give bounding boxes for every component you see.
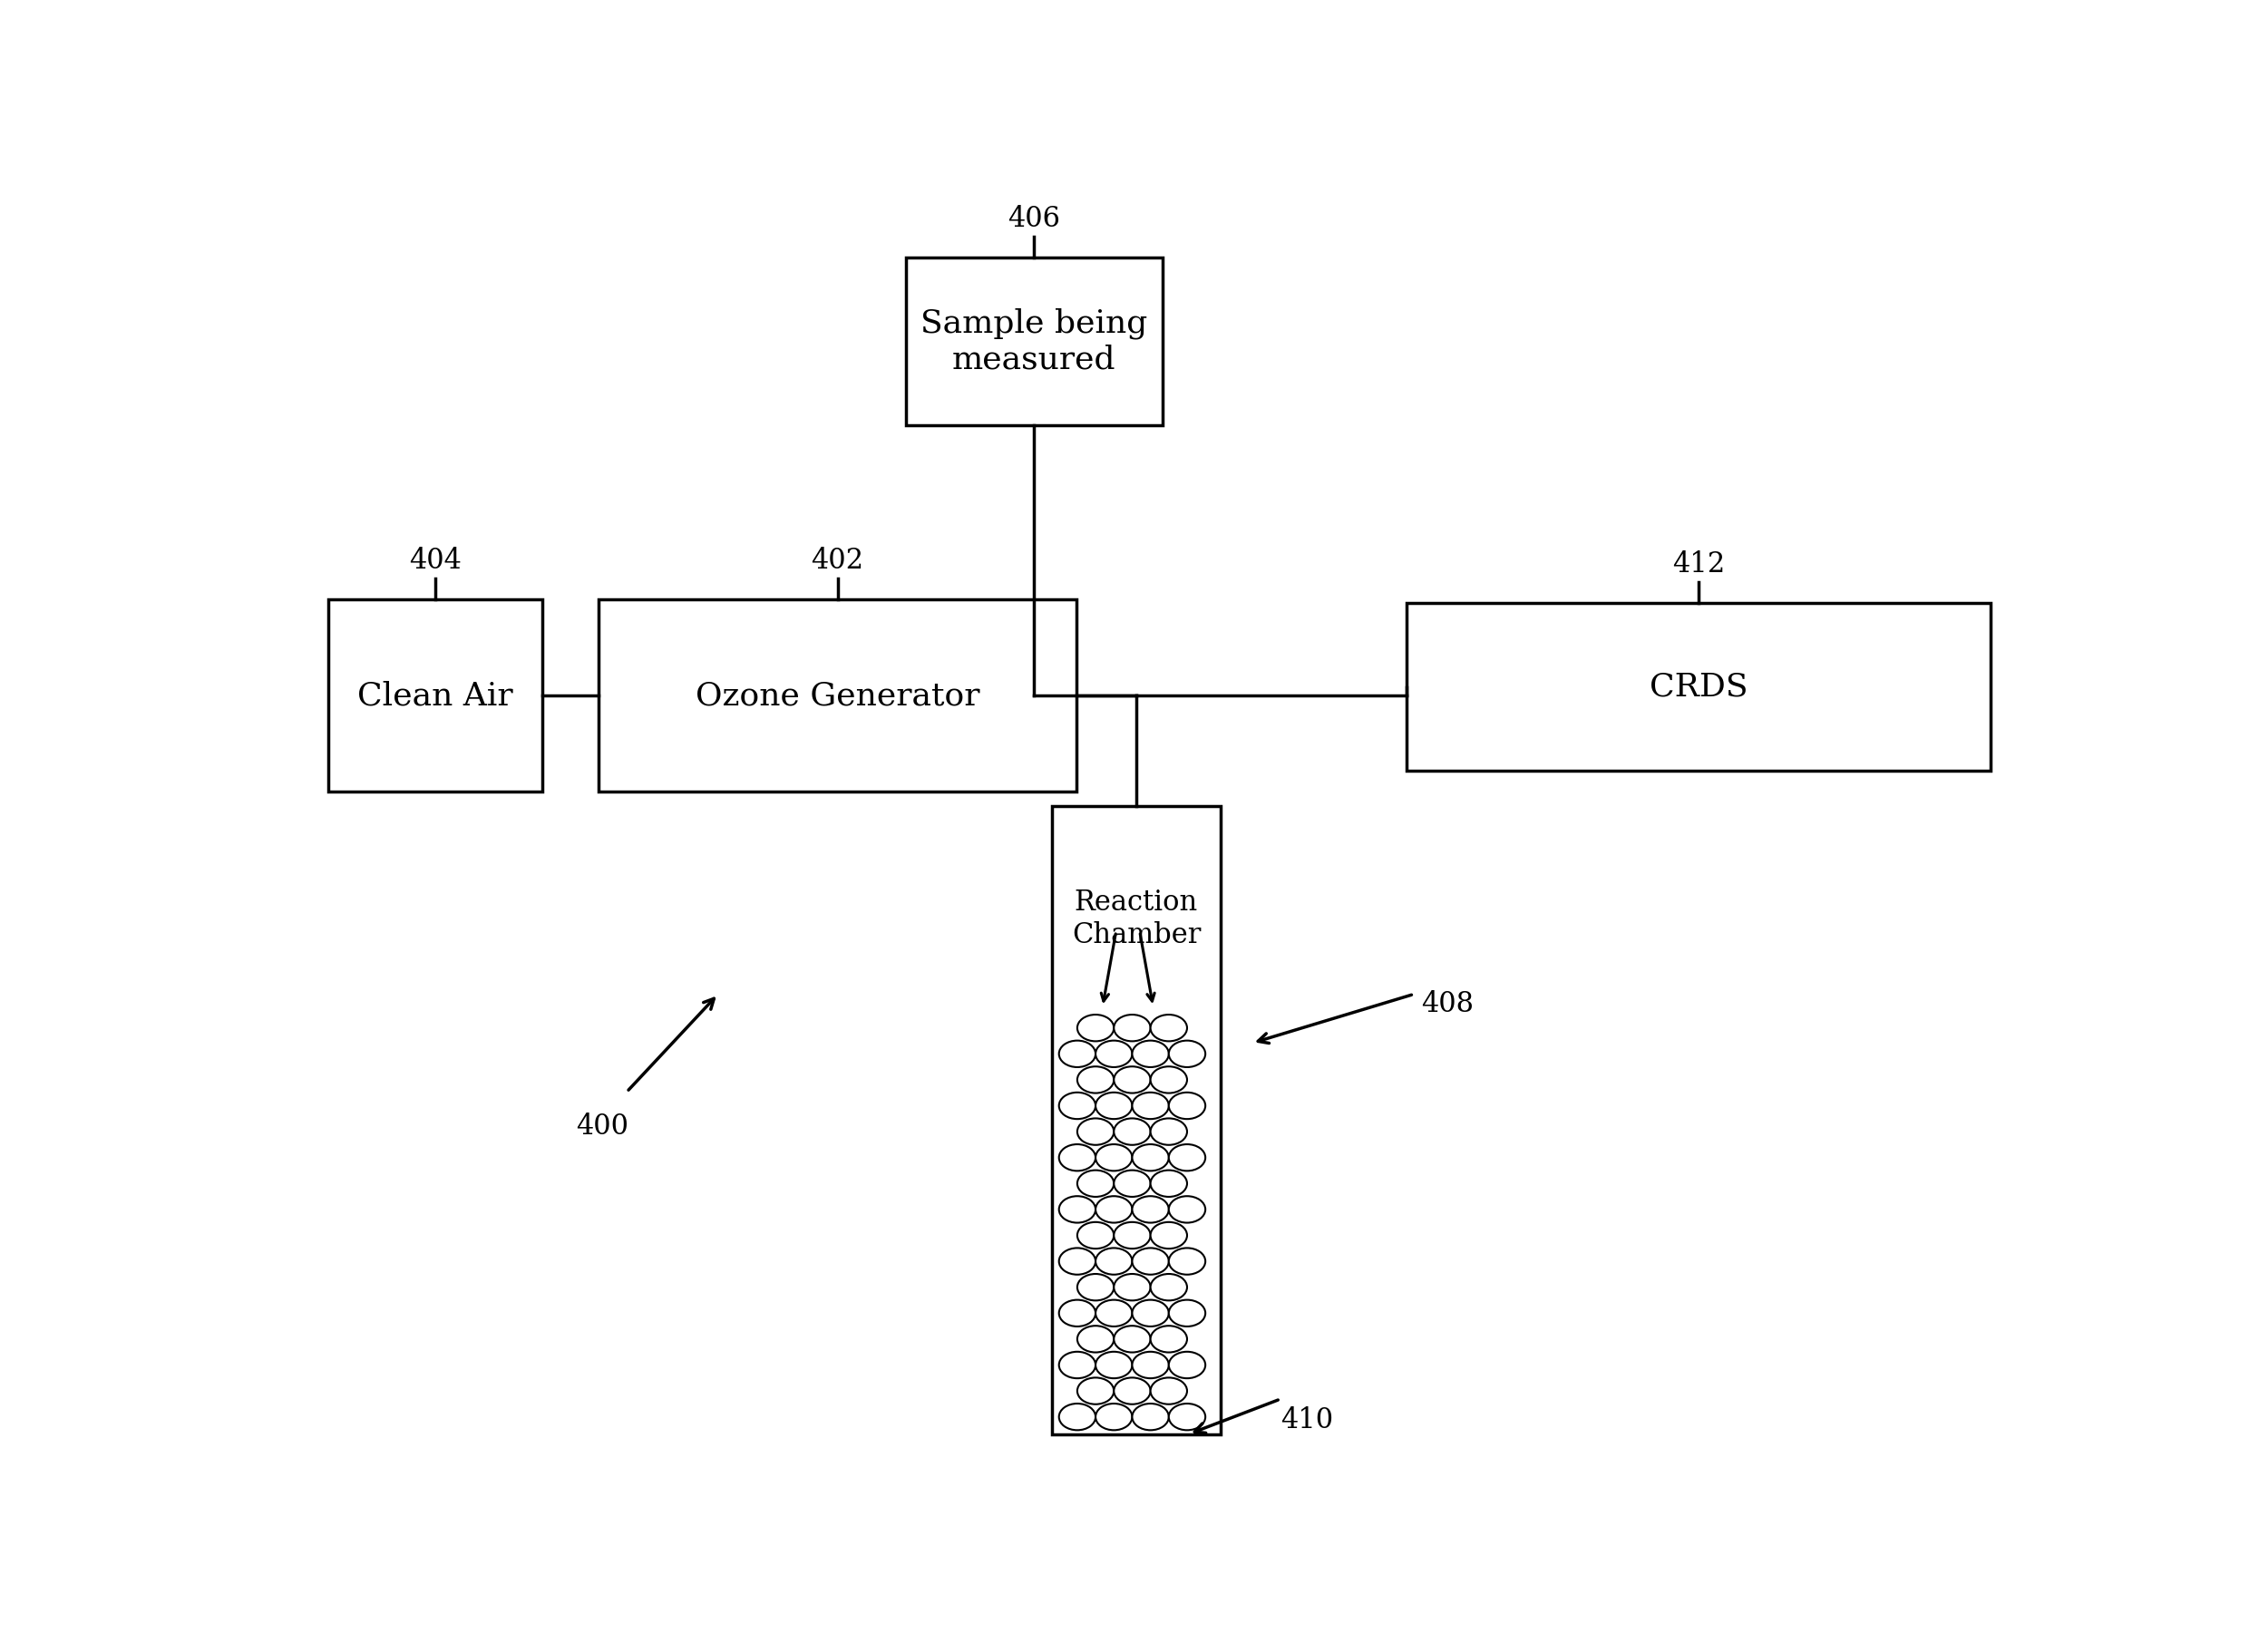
Circle shape (1132, 1404, 1168, 1431)
Circle shape (1168, 1247, 1206, 1275)
Circle shape (1168, 1404, 1206, 1431)
Circle shape (1150, 1067, 1186, 1094)
Circle shape (1059, 1092, 1096, 1118)
Circle shape (1168, 1351, 1206, 1378)
Circle shape (1132, 1300, 1168, 1327)
Circle shape (1059, 1196, 1096, 1222)
Bar (1407, 603, 1990, 771)
Circle shape (1132, 1145, 1168, 1171)
Circle shape (1132, 1196, 1168, 1222)
Circle shape (1114, 1378, 1150, 1404)
Circle shape (1078, 1327, 1114, 1353)
Text: Ozone Generator: Ozone Generator (696, 681, 980, 710)
Bar (328, 600, 542, 791)
Text: 402: 402 (811, 547, 863, 575)
Circle shape (1168, 1196, 1206, 1222)
Circle shape (1078, 1274, 1114, 1300)
Circle shape (1059, 1404, 1096, 1431)
Circle shape (1096, 1351, 1132, 1378)
Circle shape (1078, 1170, 1114, 1196)
Circle shape (1059, 1247, 1096, 1275)
Circle shape (1096, 1196, 1132, 1222)
Circle shape (1168, 1041, 1206, 1067)
Circle shape (1150, 1170, 1186, 1196)
Circle shape (1132, 1247, 1168, 1275)
Circle shape (1078, 1118, 1114, 1145)
Circle shape (1059, 1145, 1096, 1171)
Circle shape (1114, 1274, 1150, 1300)
Text: Reaction
Chamber: Reaction Chamber (1071, 889, 1202, 948)
Circle shape (1150, 1118, 1186, 1145)
Circle shape (1096, 1404, 1132, 1431)
Circle shape (1114, 1327, 1150, 1353)
Circle shape (1059, 1351, 1096, 1378)
Text: 410: 410 (1281, 1406, 1333, 1434)
Circle shape (1078, 1378, 1114, 1404)
Circle shape (1096, 1092, 1132, 1118)
Circle shape (1096, 1247, 1132, 1275)
Circle shape (1150, 1378, 1186, 1404)
Circle shape (1168, 1300, 1206, 1327)
Text: 406: 406 (1008, 205, 1059, 233)
Circle shape (1078, 1222, 1114, 1249)
Circle shape (1096, 1300, 1132, 1327)
Circle shape (1059, 1300, 1096, 1327)
Text: 404: 404 (409, 547, 461, 575)
Circle shape (1150, 1014, 1186, 1041)
Circle shape (1096, 1041, 1132, 1067)
Circle shape (1132, 1041, 1168, 1067)
Circle shape (1078, 1067, 1114, 1094)
Circle shape (1132, 1092, 1168, 1118)
Circle shape (1168, 1092, 1206, 1118)
Bar (1053, 806, 1220, 1434)
Bar (906, 258, 1163, 425)
Text: Sample being
measured: Sample being measured (922, 307, 1148, 375)
Text: CRDS: CRDS (1649, 671, 1748, 702)
Circle shape (1168, 1145, 1206, 1171)
Circle shape (1114, 1118, 1150, 1145)
Text: 408: 408 (1421, 991, 1473, 1019)
Circle shape (1132, 1351, 1168, 1378)
Circle shape (1059, 1041, 1096, 1067)
Text: 400: 400 (576, 1113, 628, 1142)
Circle shape (1150, 1274, 1186, 1300)
Circle shape (1150, 1327, 1186, 1353)
Circle shape (1114, 1014, 1150, 1041)
Bar (599, 600, 1078, 791)
Circle shape (1150, 1222, 1186, 1249)
Text: Clean Air: Clean Air (357, 681, 513, 710)
Circle shape (1114, 1170, 1150, 1196)
Circle shape (1114, 1222, 1150, 1249)
Circle shape (1114, 1067, 1150, 1094)
Circle shape (1096, 1145, 1132, 1171)
Text: 412: 412 (1672, 550, 1726, 578)
Circle shape (1078, 1014, 1114, 1041)
